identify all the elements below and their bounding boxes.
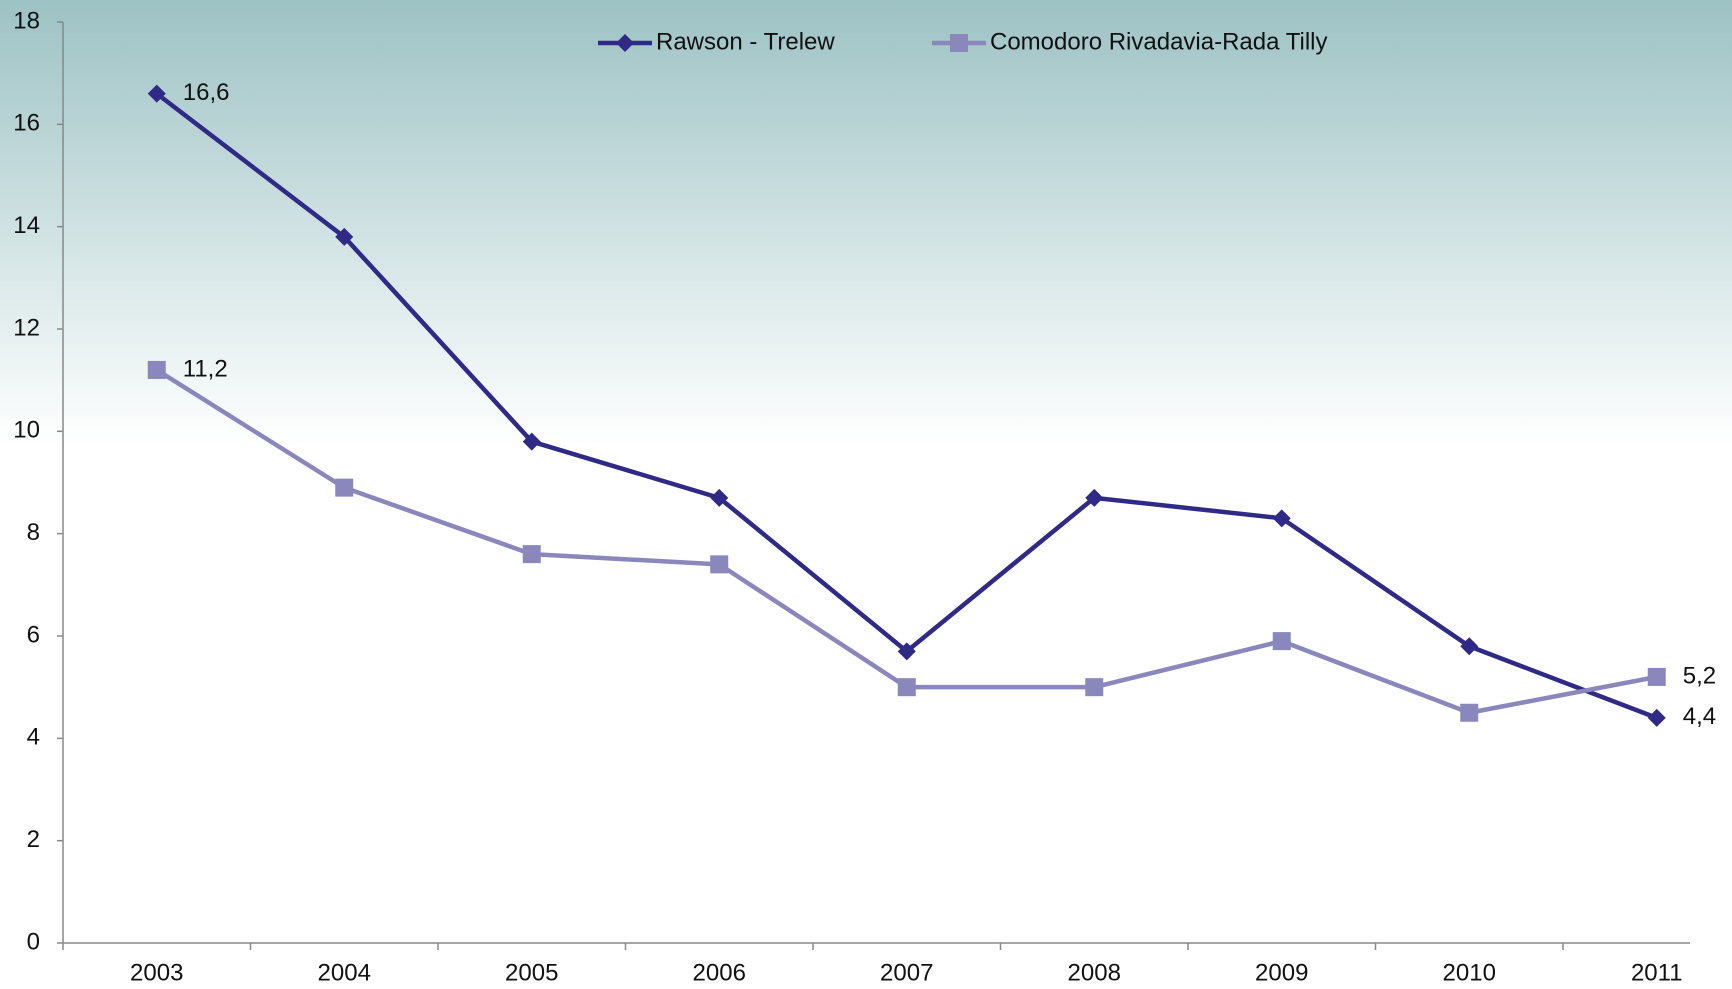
point — [710, 488, 729, 507]
y-tick-label: 0 — [27, 928, 40, 955]
x-tick-label: 2010 — [1443, 959, 1496, 986]
y-tick-label: 6 — [27, 621, 40, 648]
point — [522, 545, 541, 564]
x-tick-label: 2004 — [318, 959, 371, 986]
point — [335, 227, 354, 246]
data-label: 4,4 — [1683, 703, 1716, 730]
data-label: 11,2 — [183, 355, 228, 382]
point — [1460, 703, 1479, 722]
legend-label: Rawson - Trelew — [656, 28, 835, 55]
x-tick-label: 2007 — [880, 959, 933, 986]
point — [1647, 708, 1666, 727]
legend-marker — [950, 34, 968, 52]
y-tick-label: 14 — [13, 212, 40, 239]
x-tick-label: 2005 — [505, 959, 558, 986]
y-tick-label: 10 — [13, 417, 40, 444]
x-tick-label: 2006 — [693, 959, 746, 986]
y-tick-label: 12 — [13, 314, 40, 341]
y-tick-label: 16 — [13, 110, 40, 137]
point — [897, 678, 916, 697]
point — [1085, 678, 1104, 697]
legend-marker — [616, 34, 634, 52]
point — [897, 642, 916, 661]
point — [147, 84, 166, 103]
point — [1272, 632, 1291, 651]
point — [522, 432, 541, 451]
point — [147, 360, 166, 379]
x-tick-label: 2011 — [1631, 959, 1683, 986]
y-tick-label: 2 — [27, 826, 40, 853]
point — [1272, 509, 1291, 528]
point — [1460, 637, 1479, 656]
point — [1085, 488, 1104, 507]
data-label: 5,2 — [1683, 662, 1716, 689]
x-tick-label: 2009 — [1255, 959, 1308, 986]
legend-label: Comodoro Rivadavia-Rada Tilly — [990, 28, 1327, 55]
point — [335, 478, 354, 497]
y-tick-label: 8 — [27, 519, 40, 546]
point — [1647, 667, 1666, 686]
point — [710, 555, 729, 574]
x-tick-label: 2003 — [130, 959, 183, 986]
y-tick-label: 4 — [27, 724, 40, 751]
data-label: 16,6 — [183, 79, 230, 106]
x-tick-label: 2008 — [1068, 959, 1121, 986]
y-tick-label: 18 — [13, 7, 40, 34]
